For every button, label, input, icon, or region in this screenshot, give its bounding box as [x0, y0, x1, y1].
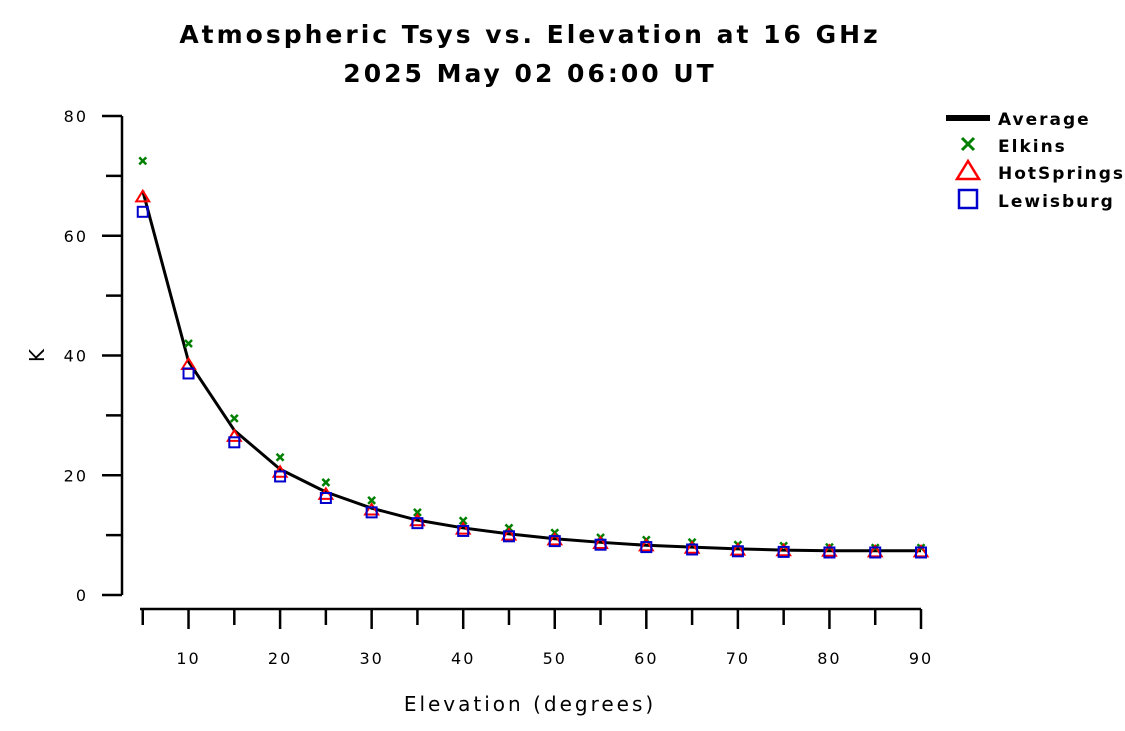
legend-item-hotsprings: HotSprings [954, 158, 1125, 184]
legend-label-elkins: Elkins [998, 137, 1067, 157]
data-point-elkins [229, 413, 239, 423]
legend-swatch-hotsprings [954, 158, 982, 181]
data-point-lewisburg [548, 535, 561, 548]
data-point-hotsprings [592, 535, 609, 550]
data-point-lewisburg [594, 538, 607, 551]
data-point-lewisburg [319, 492, 332, 505]
data-point-lewisburg [411, 517, 424, 530]
x-tick-label: 60 [634, 649, 658, 668]
data-point-hotsprings [729, 542, 747, 556]
x-axis-label: Elevation (degrees) [404, 692, 656, 716]
data-point-elkins [184, 339, 193, 348]
x-tick-label: 90 [909, 649, 933, 668]
legend-item-average: Average [946, 110, 1091, 130]
chart-subtitle: 2025 May 02 06:00 UT [343, 59, 716, 88]
legend-swatch-lewisburg [957, 188, 979, 210]
x-tick-label: 50 [543, 649, 567, 668]
legend-swatch-average [946, 115, 990, 121]
y-tick-label: 80 [64, 107, 88, 126]
data-point-lewisburg [365, 506, 378, 519]
legend-label-lewisburg: Lewisburg [998, 192, 1115, 212]
series-line-average [141, 190, 921, 553]
legend-label-average: Average [998, 110, 1091, 130]
data-point-hotsprings [866, 543, 884, 558]
data-point-lewisburg [915, 546, 927, 559]
legend-swatch-elkins [960, 136, 976, 152]
data-point-hotsprings [454, 521, 472, 535]
data-point-hotsprings [821, 543, 838, 557]
x-tick-label: 80 [817, 649, 841, 668]
x-tick-label: 20 [268, 649, 292, 668]
data-point-elkins [275, 452, 285, 462]
series-average [141, 190, 921, 553]
x-tick-label: 10 [176, 649, 200, 668]
y-tick-label: 20 [64, 466, 88, 485]
series-elkins [138, 156, 926, 553]
x-axis: 10 20 30 40 50 60 70 80 90 [140, 607, 933, 668]
data-point-hotsprings [638, 538, 655, 552]
plot-area [134, 156, 930, 559]
data-point-lewisburg [502, 530, 515, 543]
legend: Average Elkins HotSprings Lewisburg [946, 110, 1125, 212]
data-point-elkins [413, 507, 422, 517]
legend-item-lewisburg: Lewisburg [957, 188, 1115, 212]
data-point-hotsprings [134, 188, 152, 203]
y-tick-label: 0 [76, 586, 88, 605]
x-tick-label: 40 [451, 649, 475, 668]
data-point-elkins [138, 156, 148, 166]
data-point-lewisburg [731, 545, 744, 558]
x-tick-label: 70 [726, 649, 750, 668]
legend-item-elkins: Elkins [960, 136, 1067, 157]
data-point-lewisburg [686, 543, 699, 556]
data-point-hotsprings [683, 540, 701, 554]
data-point-hotsprings [409, 512, 426, 527]
data-point-hotsprings [912, 543, 930, 558]
data-point-lewisburg [274, 470, 287, 483]
y-tick-label: 60 [64, 227, 88, 246]
data-point-hotsprings [546, 532, 564, 546]
data-point-lewisburg [640, 541, 653, 554]
data-point-lewisburg [182, 367, 195, 380]
data-point-hotsprings [500, 527, 518, 541]
data-point-lewisburg [136, 205, 149, 218]
x-tick-label: 30 [359, 649, 383, 668]
data-point-lewisburg [823, 546, 836, 559]
data-point-elkins [367, 496, 377, 505]
series-lewisburg [136, 205, 927, 559]
data-point-lewisburg [777, 545, 790, 558]
chart-title: Atmospheric Tsys vs. Elevation at 16 GHz [179, 20, 880, 49]
data-point-elkins [458, 516, 468, 526]
data-point-lewisburg [228, 436, 241, 449]
data-point-hotsprings [226, 428, 243, 442]
data-point-hotsprings [775, 542, 792, 557]
y-axis-label: K [25, 346, 49, 362]
data-point-hotsprings [363, 502, 380, 516]
data-point-lewisburg [869, 546, 882, 559]
y-tick-label: 40 [64, 347, 88, 366]
series-hotsprings [134, 188, 930, 558]
data-point-lewisburg [457, 524, 470, 537]
y-axis: 0 20 40 60 80 [64, 107, 124, 605]
data-point-elkins [321, 478, 331, 487]
legend-label-hotsprings: HotSprings [998, 164, 1125, 184]
